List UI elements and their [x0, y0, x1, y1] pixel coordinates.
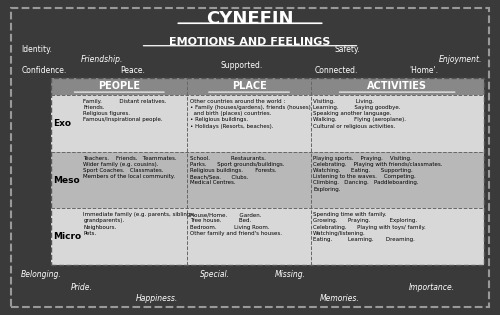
- Text: School.            Restaurants.
Parks.      Sport grounds/buildings.
Religious b: School. Restaurants. Parks. Sport ground…: [190, 156, 284, 185]
- Text: Connected.: Connected.: [314, 66, 358, 75]
- Text: Identity.: Identity.: [22, 45, 52, 54]
- Text: PEOPLE: PEOPLE: [98, 82, 140, 91]
- Text: Supported.: Supported.: [220, 61, 262, 70]
- Text: Playing sports.    Praying.    Visiting.
Celebrating.    Playing with friends/cl: Playing sports. Praying. Visiting. Celeb…: [313, 156, 442, 192]
- Text: Meso: Meso: [54, 176, 80, 185]
- Text: Importance.: Importance.: [409, 283, 455, 292]
- Text: 'Home'.: 'Home'.: [409, 66, 438, 75]
- Text: Happiness.: Happiness.: [136, 294, 178, 303]
- Text: Enjoyment.: Enjoyment.: [439, 54, 482, 64]
- Text: Peace.: Peace.: [120, 66, 146, 75]
- Text: Friendship.: Friendship.: [81, 54, 124, 64]
- FancyBboxPatch shape: [51, 95, 484, 152]
- Text: Special.: Special.: [200, 270, 230, 279]
- Text: EMOTIONS AND FEELINGS: EMOTIONS AND FEELINGS: [170, 37, 330, 47]
- FancyBboxPatch shape: [51, 78, 484, 95]
- Text: Spending time with family.
Growing.      Praying.           Exploring.
Celebrati: Spending time with family. Growing. Pray…: [313, 212, 426, 242]
- Text: CYNEFIN: CYNEFIN: [206, 9, 294, 27]
- Text: Immediate family (e.g. parents, siblings,
grandparents).
Neighbours.
Pets.: Immediate family (e.g. parents, siblings…: [84, 212, 196, 236]
- Text: Visiting.            Living.
Learning.         Saying goodbye.
Speaking another : Visiting. Living. Learning. Saying goodb…: [313, 99, 406, 129]
- Text: Family.          Distant relatives.
Friends.
Religious figures.
Famous/Inspirati: Family. Distant relatives. Friends. Reli…: [84, 99, 167, 123]
- Text: ACTIVITIES: ACTIVITIES: [367, 82, 427, 91]
- Text: Safety.: Safety.: [334, 45, 360, 54]
- Text: Teachers.    Friends.   Teammates.
Wider family (e.g. cousins).
Sport Coaches.  : Teachers. Friends. Teammates. Wider fami…: [84, 156, 177, 179]
- Text: Confidence.: Confidence.: [22, 66, 66, 75]
- FancyBboxPatch shape: [51, 78, 484, 265]
- Text: Exo: Exo: [54, 119, 72, 128]
- Text: Pride.: Pride.: [71, 283, 93, 292]
- Text: House/Home.       Garden.
Tree house.          Bed.
Bedroom.          Living Roo: House/Home. Garden. Tree house. Bed. Bed…: [190, 212, 282, 236]
- Text: Missing.: Missing.: [275, 270, 306, 279]
- Text: Other countries around the world :
• Family (houses/gardens), friends (houses)
 : Other countries around the world : • Fam…: [190, 99, 310, 129]
- Text: Memories.: Memories.: [320, 294, 360, 303]
- FancyBboxPatch shape: [51, 209, 484, 265]
- FancyBboxPatch shape: [51, 152, 484, 209]
- Text: Micro: Micro: [54, 232, 82, 241]
- Text: Belonging.: Belonging.: [22, 270, 62, 279]
- Text: PLACE: PLACE: [232, 82, 266, 91]
